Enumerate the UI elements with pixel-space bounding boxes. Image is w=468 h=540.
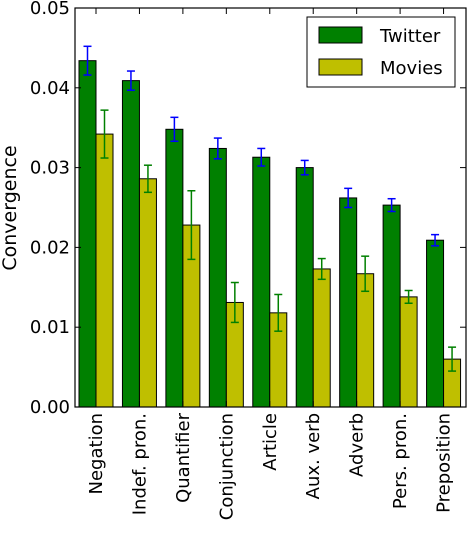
y-tick-label: 0.03 xyxy=(30,158,70,179)
y-tick-label: 0.02 xyxy=(30,237,70,258)
errorbar-movies-1 xyxy=(143,164,152,194)
errorbar-movies-6 xyxy=(361,255,370,293)
bar-twitter-8 xyxy=(426,239,445,408)
legend-label-movies: Movies xyxy=(380,58,443,79)
x-tick-label: Article xyxy=(260,413,281,471)
errorbar-twitter-0 xyxy=(83,45,92,76)
bar-twitter-6 xyxy=(339,197,358,408)
bar-twitter-4 xyxy=(252,156,271,408)
bar-movies-0 xyxy=(95,133,114,408)
bar-movies-1 xyxy=(138,178,157,408)
errorbar-twitter-5 xyxy=(300,159,309,176)
errorbar-movies-7 xyxy=(404,289,413,305)
errorbar-movies-4 xyxy=(274,293,283,332)
bar-twitter-3 xyxy=(208,147,227,408)
errorbar-movies-2 xyxy=(187,189,196,261)
errorbar-twitter-6 xyxy=(344,187,353,209)
y-tick-label: 0.04 xyxy=(30,78,70,99)
x-tick-label: Pers. pron. xyxy=(390,413,411,509)
errorbar-twitter-4 xyxy=(257,147,266,167)
bar-twitter-0 xyxy=(78,60,97,408)
y-axis-label: Convergence xyxy=(0,145,21,270)
y-tick-label: 0.05 xyxy=(30,0,70,19)
legend-swatch-movies xyxy=(318,58,363,76)
errorbar-twitter-8 xyxy=(431,233,440,247)
errorbar-twitter-7 xyxy=(387,197,396,213)
x-tick-label: Indef. pron. xyxy=(129,413,150,515)
x-tick-label: Aux. verb xyxy=(303,413,324,499)
x-tick-label: Negation xyxy=(86,413,107,494)
bar-twitter-2 xyxy=(165,128,184,408)
bar-twitter-1 xyxy=(121,80,140,408)
bar-movies-5 xyxy=(312,268,331,408)
errorbar-movies-5 xyxy=(317,257,326,281)
legend-swatch-twitter xyxy=(318,26,363,44)
plot-area xyxy=(74,7,467,408)
errorbar-movies-3 xyxy=(230,281,239,324)
legend-label-twitter: Twitter xyxy=(379,26,441,47)
x-tick-label: Adverb xyxy=(347,413,368,477)
x-axis: Negation Indef. pron. Quantifier Conjunctio… xyxy=(86,8,455,520)
bar-twitter-5 xyxy=(295,167,314,408)
bar-movies-7 xyxy=(399,296,418,408)
errorbar-twitter-3 xyxy=(213,137,222,160)
bar-movies-6 xyxy=(356,273,375,408)
y-tick-label: 0.01 xyxy=(30,317,70,338)
y-tick-label: 0.00 xyxy=(30,397,70,418)
errorbar-movies-8 xyxy=(448,346,457,372)
errorbar-movies-0 xyxy=(100,109,109,159)
x-tick-label: Quantifier xyxy=(173,412,194,502)
errorbar-twitter-2 xyxy=(170,116,179,143)
legend: Twitter Movies xyxy=(306,16,456,88)
bar-twitter-7 xyxy=(382,204,401,408)
x-tick-label: Conjunction xyxy=(216,413,237,520)
x-tick-label: Preposition xyxy=(434,413,455,513)
y-axis: 0.00 0.01 0.02 0.03 0.04 0.05 xyxy=(30,0,466,418)
errorbar-twitter-1 xyxy=(126,70,135,91)
plot-frame xyxy=(74,7,467,408)
